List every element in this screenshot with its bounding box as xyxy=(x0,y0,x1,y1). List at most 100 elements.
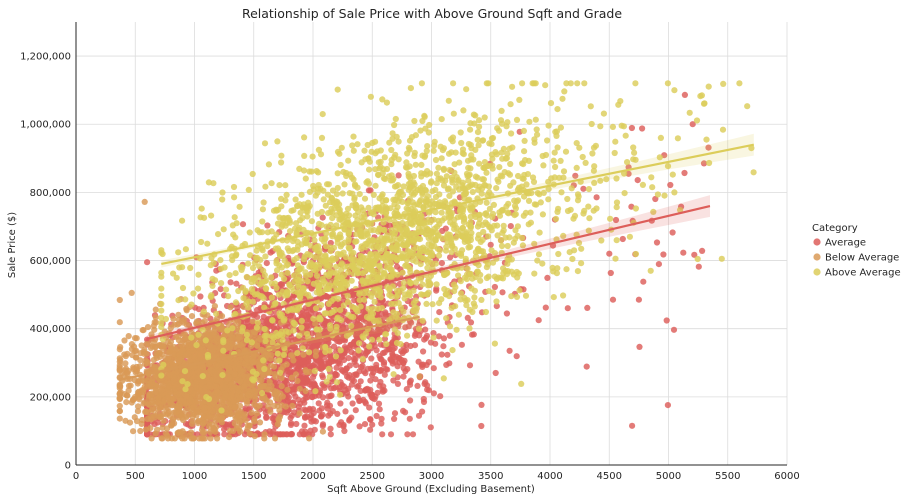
point-average xyxy=(264,260,270,266)
point-below-average xyxy=(181,316,187,322)
point-above-average xyxy=(553,216,559,222)
point-below-average xyxy=(275,421,281,427)
point-average xyxy=(288,415,294,421)
point-above-average xyxy=(303,176,309,182)
point-above-average xyxy=(260,206,266,212)
point-above-average xyxy=(312,254,318,260)
point-average xyxy=(565,305,571,311)
point-below-average xyxy=(251,383,257,389)
point-average xyxy=(606,251,612,257)
point-below-average xyxy=(188,429,194,435)
point-below-average xyxy=(201,414,207,420)
point-above-average xyxy=(586,215,592,221)
point-average xyxy=(369,392,375,398)
point-average xyxy=(388,431,394,437)
point-above-average xyxy=(508,293,514,299)
point-above-average xyxy=(456,312,462,318)
point-average xyxy=(297,401,303,407)
point-below-average xyxy=(279,402,285,408)
point-average xyxy=(386,346,392,352)
point-average xyxy=(368,355,374,361)
point-below-average xyxy=(157,387,163,393)
point-above-average xyxy=(631,150,637,156)
point-below-average xyxy=(279,375,285,381)
point-below-average xyxy=(294,378,300,384)
point-below-average xyxy=(183,306,189,312)
point-below-average xyxy=(213,350,219,356)
point-above-average xyxy=(439,155,445,161)
point-average xyxy=(396,172,402,178)
point-below-average xyxy=(153,307,159,313)
point-below-average xyxy=(232,404,238,410)
point-below-average xyxy=(117,416,123,422)
point-below-average xyxy=(154,427,160,433)
point-below-average xyxy=(261,435,267,441)
point-below-average xyxy=(237,395,243,401)
point-average xyxy=(300,380,306,386)
point-above-average xyxy=(649,184,655,190)
point-above-average xyxy=(565,208,571,214)
point-average xyxy=(584,364,590,370)
point-average xyxy=(667,182,673,188)
point-average xyxy=(654,239,660,245)
point-above-average xyxy=(551,158,557,164)
point-above-average xyxy=(187,265,193,271)
point-average xyxy=(594,194,600,200)
point-average xyxy=(436,309,442,315)
point-below-average xyxy=(129,399,135,405)
point-average xyxy=(363,386,369,392)
point-below-average xyxy=(235,413,241,419)
point-below-average xyxy=(252,396,258,402)
point-below-average xyxy=(161,378,167,384)
point-average xyxy=(351,297,357,303)
point-below-average xyxy=(171,351,177,357)
point-below-average xyxy=(142,399,148,405)
point-above-average xyxy=(388,147,394,153)
point-below-average xyxy=(117,395,123,401)
point-average xyxy=(467,362,473,368)
point-below-average xyxy=(252,433,258,439)
point-average xyxy=(221,426,227,432)
point-below-average xyxy=(243,417,249,423)
point-average xyxy=(640,279,646,285)
point-below-average xyxy=(134,335,140,341)
point-below-average xyxy=(150,400,156,406)
point-below-average xyxy=(133,348,139,354)
point-average xyxy=(392,410,398,416)
point-above-average xyxy=(220,348,226,354)
point-average xyxy=(302,414,308,420)
point-below-average xyxy=(149,435,155,441)
point-average xyxy=(580,186,586,192)
point-average xyxy=(291,390,297,396)
point-below-average xyxy=(157,414,163,420)
point-average xyxy=(373,362,379,368)
point-below-average xyxy=(177,404,183,410)
point-average xyxy=(468,319,474,325)
point-above-average xyxy=(250,171,256,177)
point-average xyxy=(302,429,308,435)
point-above-average xyxy=(478,297,484,303)
point-average xyxy=(348,415,354,421)
point-average xyxy=(334,411,340,417)
point-above-average xyxy=(526,119,532,125)
point-average xyxy=(332,371,338,377)
point-average xyxy=(311,410,317,416)
point-below-average xyxy=(160,343,166,349)
point-above-average xyxy=(188,302,194,308)
point-below-average xyxy=(180,347,186,353)
point-below-average xyxy=(139,421,145,427)
point-below-average xyxy=(260,384,266,390)
point-average xyxy=(696,264,702,270)
point-average xyxy=(316,400,322,406)
point-above-average xyxy=(223,287,229,293)
point-below-average xyxy=(142,199,148,205)
point-below-average xyxy=(257,419,263,425)
point-average xyxy=(620,236,626,242)
point-average xyxy=(410,431,416,437)
point-above-average xyxy=(454,327,460,333)
point-below-average xyxy=(166,383,172,389)
point-above-average xyxy=(233,299,239,305)
point-average xyxy=(420,348,426,354)
point-above-average xyxy=(435,165,441,171)
